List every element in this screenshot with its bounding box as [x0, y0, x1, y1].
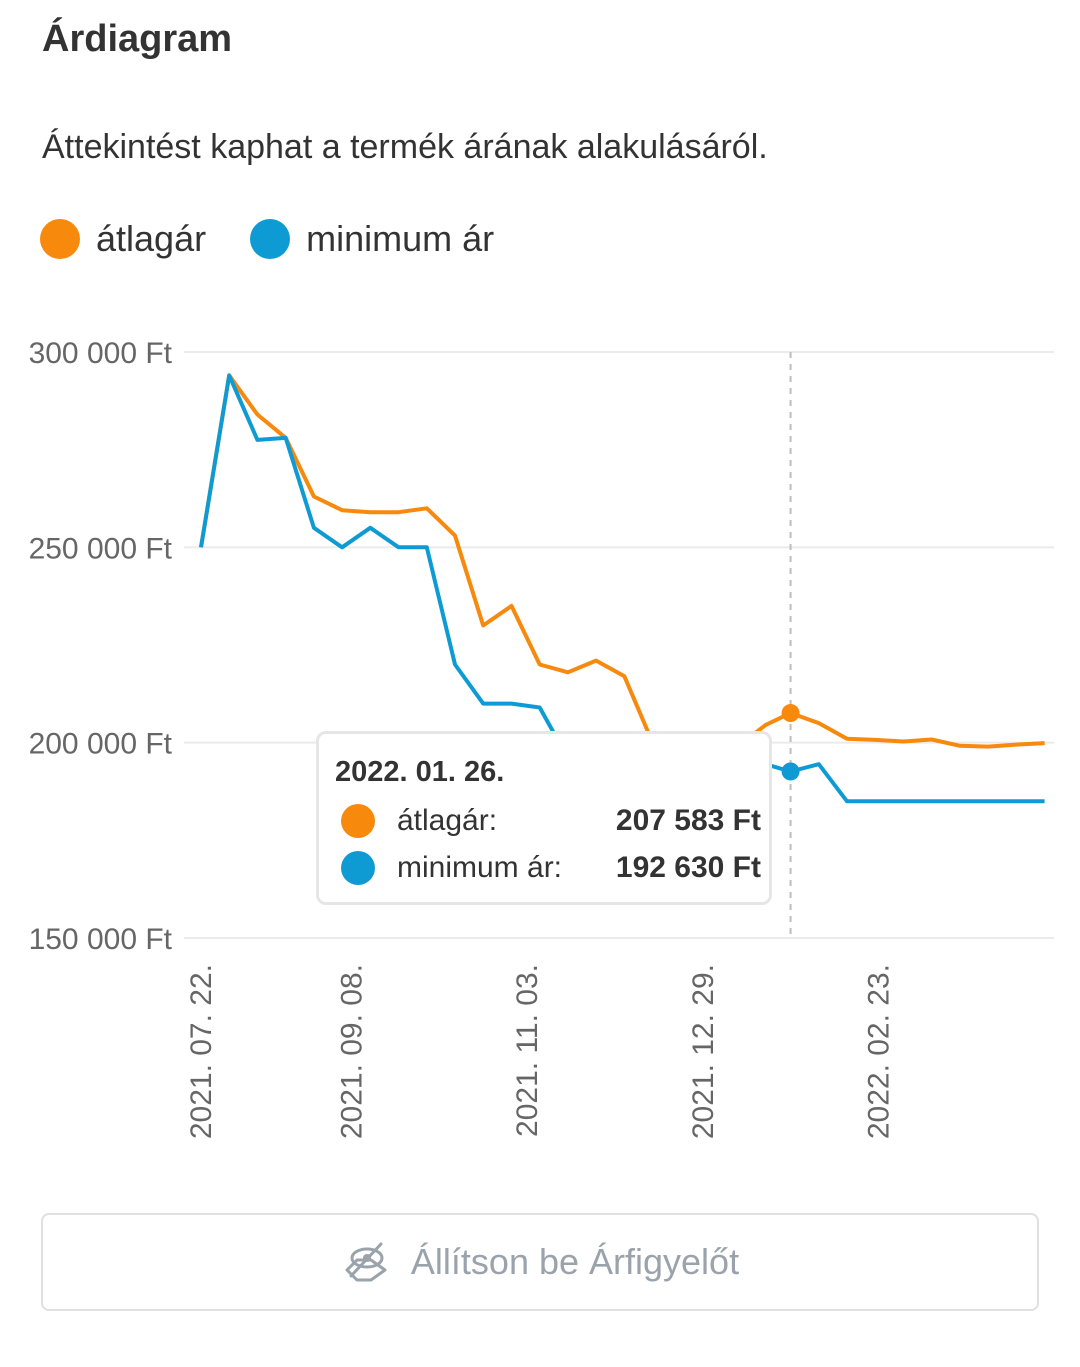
x-axis: 2021. 07. 22. 2021. 09. 08. 2021. 11. 03. 2…: [185, 964, 895, 1139]
hover-point-average: [781, 704, 800, 723]
y-tick-label: 250 000 Ft: [29, 532, 173, 565]
price-chart[interactable]: 150 000 Ft 200 000 Ft 250 000 Ft 300 000 Ft…: [0, 0, 1080, 1190]
tooltip-date: 2022. 01. 26.: [335, 756, 505, 788]
legend-item-average[interactable]: átlagár: [40, 218, 206, 260]
series-line-average: [199, 373, 1045, 761]
legend-label-average: átlagár: [96, 218, 207, 259]
tooltip-dot-minimum: [341, 851, 375, 885]
chart-legend: átlagár minimum ár: [40, 218, 538, 260]
x-tick-label: 2021. 07. 22.: [185, 964, 218, 1139]
chart-tooltip: 2022. 01. 26. átlagár: 207 583 Ft minimu…: [316, 731, 772, 905]
hover-markers: [781, 704, 800, 781]
tooltip-value-minimum: 192 630 Ft: [615, 851, 761, 884]
tooltip-row-average: átlagár: 207 583 Ft: [341, 804, 761, 838]
page-title: Árdiagram: [42, 18, 233, 60]
legend-dot-minimum: [250, 219, 291, 259]
x-tick-label: 2022. 02. 23.: [862, 964, 895, 1139]
price-alert-label: Állítson be Árfigyelőt: [410, 1241, 740, 1282]
tooltip-label-minimum: minimum ár:: [397, 851, 563, 884]
tooltip-dot-average: [341, 804, 375, 838]
price-alert-button[interactable]: Állítson be Árfigyelőt: [41, 1213, 1039, 1311]
page-subtitle: Áttekintést kaphat a termék árának alaku…: [42, 128, 768, 166]
legend-label-minimum: minimum ár: [306, 218, 495, 259]
eye-slash-tag-icon: [345, 1242, 387, 1282]
tooltip-value-average: 207 583 Ft: [615, 804, 761, 837]
y-tick-label: 150 000 Ft: [29, 923, 173, 956]
y-tick-label: 300 000 Ft: [29, 337, 173, 370]
hover-point-minimum: [781, 762, 800, 781]
tooltip-label-average: átlagár:: [397, 804, 498, 837]
legend-item-minimum[interactable]: minimum ár: [250, 218, 494, 260]
legend-dot-average: [40, 219, 80, 259]
tooltip-row-minimum: minimum ár: 192 630 Ft: [341, 851, 761, 885]
x-tick-label: 2021. 12. 29.: [687, 964, 720, 1139]
x-tick-label: 2021. 09. 08.: [336, 964, 369, 1139]
x-tick-label: 2021. 11. 03.: [511, 964, 544, 1137]
y-tick-label: 200 000 Ft: [29, 728, 173, 761]
y-axis: 150 000 Ft 200 000 Ft 250 000 Ft 300 000 Ft: [29, 337, 173, 956]
